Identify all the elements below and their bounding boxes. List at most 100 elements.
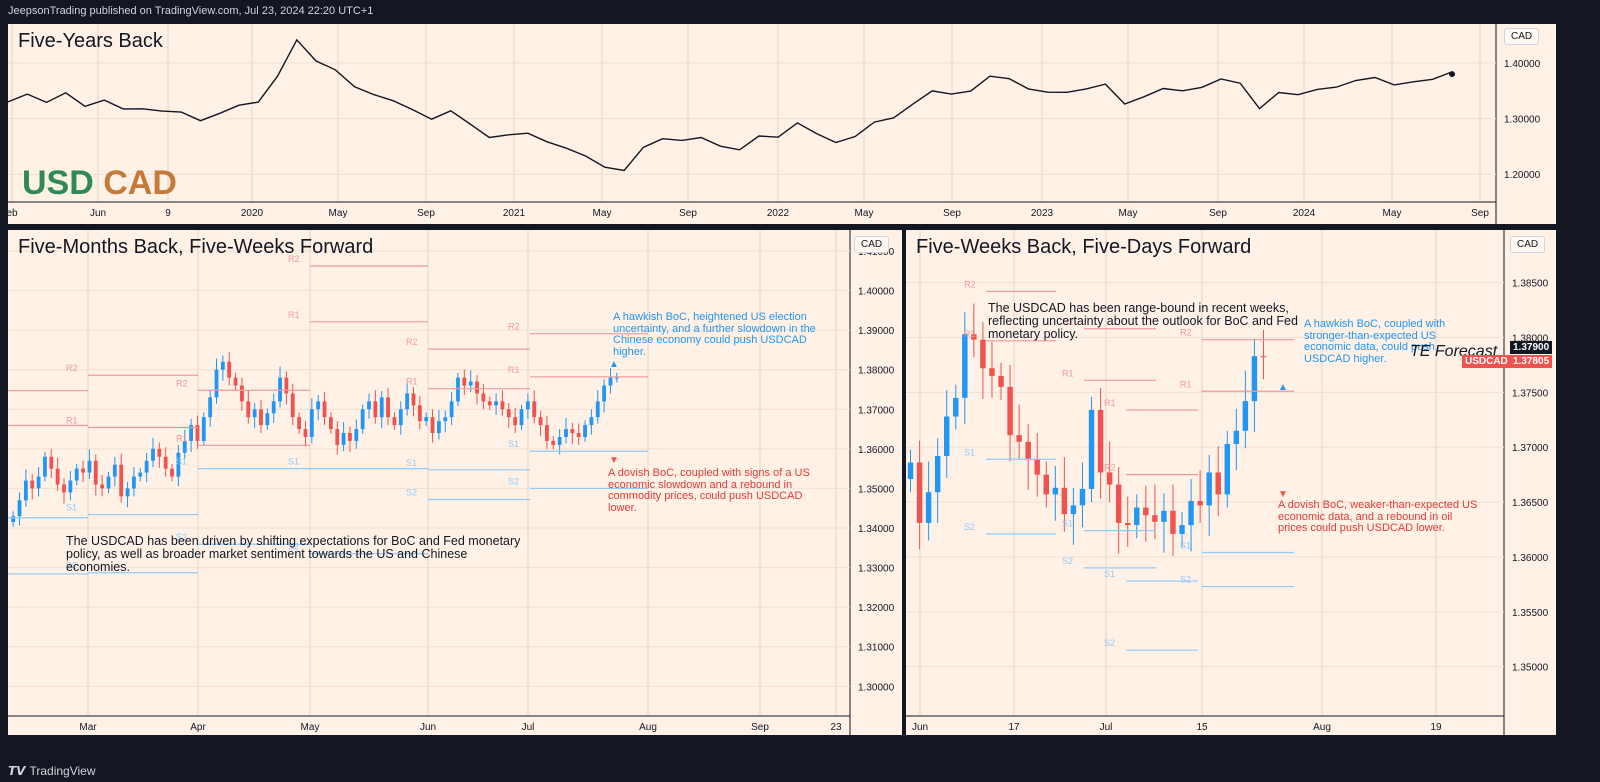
tradingview-logo-icon: 𝙏𝙑 — [8, 764, 26, 778]
candle-body — [424, 417, 429, 422]
candle-body — [23, 480, 28, 501]
x-tick-label: Sep — [943, 208, 961, 219]
y-tick-label: 1.38500 — [1512, 279, 1549, 290]
symbol-label: USDCAD — [1462, 355, 1511, 368]
candle-body — [475, 381, 479, 394]
x-tick-label: 2024 — [1293, 208, 1316, 219]
x-tick-label: Jun — [90, 208, 106, 219]
candle-body — [907, 462, 914, 480]
candle-body — [195, 425, 200, 441]
candle-body — [1125, 522, 1131, 526]
y-tick-label: 1.34000 — [858, 524, 895, 535]
candle-body — [1215, 472, 1221, 495]
pivot-label: R2 — [176, 378, 188, 388]
candle-body — [481, 393, 486, 402]
candle-body — [525, 401, 530, 410]
x-tick-label: Jun — [912, 722, 928, 733]
candle-body — [1043, 474, 1049, 495]
candle-body — [1007, 386, 1013, 436]
pivot-label: R2 — [406, 337, 418, 347]
currency-button[interactable]: CAD — [854, 236, 890, 253]
currency-button[interactable]: CAD — [1504, 28, 1540, 45]
candle-body — [1070, 505, 1077, 515]
pivot-label: S1 — [66, 503, 77, 513]
candle-body — [214, 369, 219, 398]
candle-body — [144, 460, 149, 473]
candle-body — [360, 409, 365, 430]
x-tick-label: Jul — [1100, 722, 1113, 733]
forecast-down-arrow: ▼ — [609, 455, 619, 466]
candle-body — [303, 429, 308, 437]
x-tick-label: 2022 — [767, 208, 790, 219]
y-tick-label: 1.39000 — [858, 326, 895, 337]
candle-body — [278, 377, 282, 402]
candle-body — [405, 393, 410, 410]
pivot-label: R1 — [508, 365, 520, 375]
candle-body — [1152, 515, 1158, 522]
candle-body — [1224, 443, 1230, 495]
candle-body — [551, 440, 556, 445]
bearish-note: A dovish BoC, coupled with signs of a US… — [608, 467, 810, 514]
candle-body — [519, 409, 524, 426]
candle-body — [971, 334, 977, 340]
candle-body — [354, 429, 359, 441]
x-tick-label: May — [329, 208, 348, 219]
y-tick-label: 1.32000 — [858, 603, 895, 614]
candle-body — [240, 385, 244, 402]
pivot-label: S2 — [288, 542, 299, 552]
pivot-label: R1 — [288, 310, 300, 320]
y-tick-label: 1.38000 — [858, 366, 895, 377]
candle-body — [132, 476, 136, 489]
pivot-label: R2 — [1180, 328, 1192, 338]
candle-body — [233, 377, 238, 386]
bearish-note: A dovish BoC, weaker-than-expected US ec… — [1278, 499, 1478, 534]
candle-body — [1134, 507, 1140, 526]
candle-body — [157, 448, 162, 457]
candle-body — [328, 417, 333, 430]
five-years-chart: eb Jun 9 2020 May Sep 2021 May Sep 2022 May Sep 2023… — [8, 24, 1556, 224]
candle-body — [68, 480, 73, 493]
candle-body — [290, 393, 295, 418]
candle-body — [1197, 500, 1203, 506]
candle-body — [87, 460, 92, 473]
forecast-up-arrow: ▲ — [1278, 382, 1288, 393]
candle-body — [456, 377, 460, 402]
bullish-note: A hawkish BoC, coupled with stronger-tha… — [1304, 318, 1446, 365]
pivot-label: S2 — [406, 488, 417, 498]
y-tick-label: 1.20000 — [1504, 170, 1541, 181]
currency-button[interactable]: CAD — [1510, 236, 1546, 253]
pivot-label: R2 — [964, 279, 976, 289]
candle-body — [925, 492, 932, 523]
pivot-label: R1 — [66, 415, 78, 425]
x-tick-label: Mar — [79, 722, 97, 733]
usdcad-price-line — [8, 38, 1453, 172]
pivot-label: S2 — [1104, 638, 1115, 648]
x-tick-label: 2021 — [503, 208, 526, 219]
forecast-down-arrow: ▼ — [1278, 489, 1288, 500]
x-tick-label: Jun — [420, 722, 436, 733]
candle-body — [437, 421, 441, 434]
candle-body — [125, 488, 130, 497]
candle-body — [1161, 510, 1167, 522]
pivot-label: S2 — [964, 522, 975, 532]
candle-body — [614, 377, 619, 379]
candle-body — [557, 436, 562, 445]
candle-body — [595, 401, 600, 418]
candle-body — [1251, 356, 1258, 402]
candle-body — [980, 339, 986, 369]
five-weeks-chart-svg: Jun 17 Jul 15 Aug 19 1.38500 1.38000 1.37500 1.37… — [906, 230, 1549, 735]
candle-body — [602, 385, 607, 402]
pivot-label: S2 — [508, 476, 519, 486]
x-tick-label: 17 — [1008, 722, 1020, 733]
candle-body — [494, 401, 498, 406]
candle-body — [271, 401, 276, 414]
pivot-label: R2 — [1104, 463, 1116, 473]
candle-body — [1170, 510, 1176, 534]
candle-body — [100, 484, 105, 489]
x-tick-label: Aug — [639, 722, 657, 733]
chart-title: Five-Months Back, Five-Weeks Forward — [18, 236, 374, 258]
pivot-label: R1 — [1180, 379, 1192, 389]
candle-body — [379, 397, 384, 418]
pivot-label: S1 — [406, 458, 417, 468]
y-tick-label: 1.31000 — [858, 643, 895, 654]
